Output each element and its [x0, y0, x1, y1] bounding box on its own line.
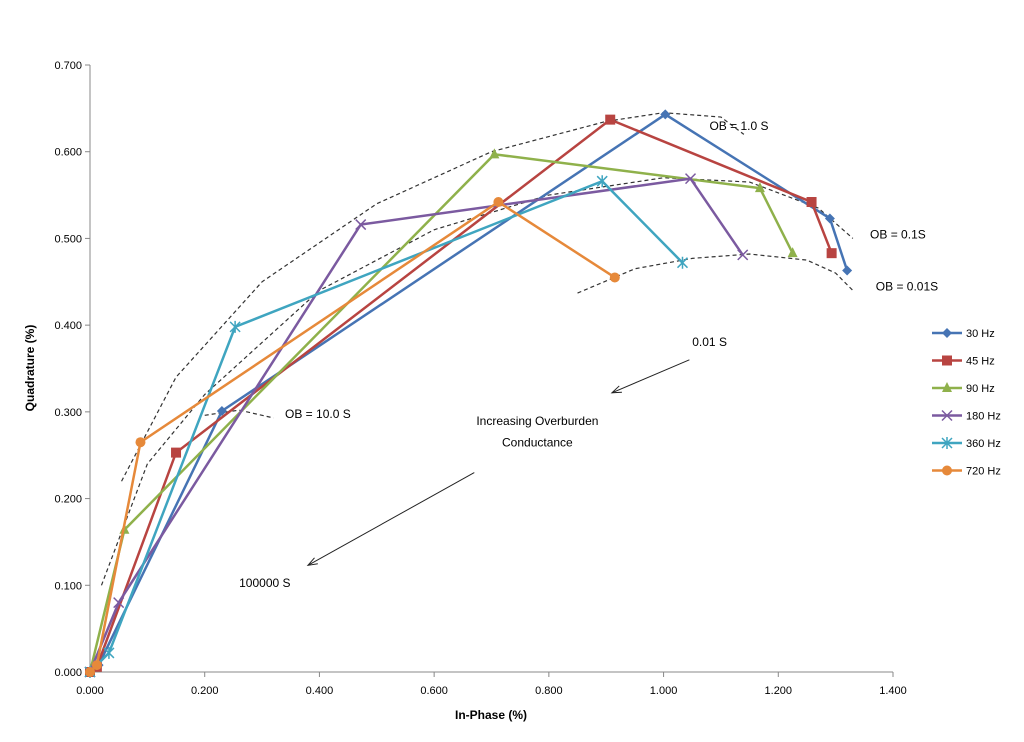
- y-tick-label: 0.100: [54, 580, 82, 592]
- legend-label: 720 Hz: [966, 466, 1001, 478]
- legend-label: 30 Hz: [966, 328, 995, 340]
- arrow-head: [610, 385, 622, 394]
- x-tick-label: 0.000: [76, 685, 104, 697]
- x-tick-label: 0.200: [191, 685, 219, 697]
- data-point: [754, 182, 765, 193]
- legend-label: 45 Hz: [966, 356, 995, 368]
- annotation-label: OB = 0.1S: [870, 227, 926, 241]
- data-point: [493, 197, 504, 208]
- y-tick-label: 0.300: [54, 407, 82, 419]
- data-point: [824, 213, 835, 224]
- ob-dashed-curve: [100, 177, 854, 586]
- annotation-label: 100000 S: [239, 576, 290, 590]
- legend-marker: [942, 382, 952, 392]
- data-point: [91, 660, 102, 671]
- legend-label: 180 Hz: [966, 411, 1001, 423]
- series-line-30hz: [89, 112, 849, 673]
- legend-marker: [942, 328, 952, 338]
- x-tick-label: 1.000: [650, 685, 678, 697]
- y-tick-label: 0.400: [54, 320, 82, 332]
- legend-marker: [942, 465, 952, 476]
- data-point: [135, 437, 146, 448]
- data-point: [684, 173, 697, 185]
- series-line-90hz: [88, 152, 794, 673]
- data-point: [605, 114, 616, 125]
- data-point: [596, 175, 608, 188]
- data-point: [355, 219, 367, 231]
- data-point: [216, 405, 227, 416]
- data-point: [806, 197, 817, 208]
- y-tick-label: 0.500: [54, 233, 82, 245]
- y-axis-label: Quadrature (%): [23, 325, 37, 412]
- data-point: [171, 447, 182, 458]
- data-point: [85, 667, 95, 677]
- data-point: [826, 248, 837, 259]
- annotation-label: OB = 10.0 S: [285, 407, 351, 421]
- data-point: [113, 597, 125, 609]
- annotation-label: OB = 0.01S: [876, 279, 938, 293]
- x-tick-label: 1.200: [765, 685, 793, 697]
- legend-marker: [942, 355, 952, 366]
- data-point: [609, 272, 620, 283]
- legend-marker: [941, 409, 953, 422]
- annotation-label: Conductance: [502, 436, 573, 450]
- annotation-label: 0.01 S: [692, 335, 727, 349]
- y-tick-label: 0.600: [54, 147, 82, 159]
- y-tick-label: 0.200: [54, 494, 82, 506]
- x-tick-label: 0.400: [306, 685, 334, 697]
- data-point: [489, 148, 500, 159]
- data-point: [660, 109, 671, 120]
- x-axis-label: In-Phase (%): [455, 708, 527, 722]
- ob-dashed-curve: [577, 253, 854, 294]
- x-tick-label: 0.800: [535, 685, 563, 697]
- legend-marker: [941, 437, 953, 449]
- series-line-45hz: [89, 118, 833, 673]
- data-point: [842, 265, 853, 276]
- annotation-label: OB = 1.0 S: [709, 119, 768, 133]
- series-line-180hz: [88, 177, 744, 673]
- data-point: [229, 320, 241, 333]
- x-tick-label: 0.600: [420, 685, 448, 697]
- arrow-head: [306, 557, 318, 567]
- data-point: [676, 256, 689, 269]
- annotation-label: Increasing Overburden: [476, 414, 598, 428]
- legend-label: 90 Hz: [966, 383, 995, 395]
- data-point: [103, 646, 115, 659]
- legend-label: 360 Hz: [966, 438, 1001, 450]
- y-tick-label: 0.700: [54, 60, 82, 72]
- arrow: [307, 472, 475, 566]
- data-point: [737, 249, 749, 261]
- y-tick-label: 0.000: [54, 667, 82, 679]
- x-tick-label: 1.400: [879, 685, 907, 697]
- ob-dashed-curve: [204, 409, 274, 419]
- arrow: [611, 359, 690, 394]
- data-point: [787, 247, 798, 258]
